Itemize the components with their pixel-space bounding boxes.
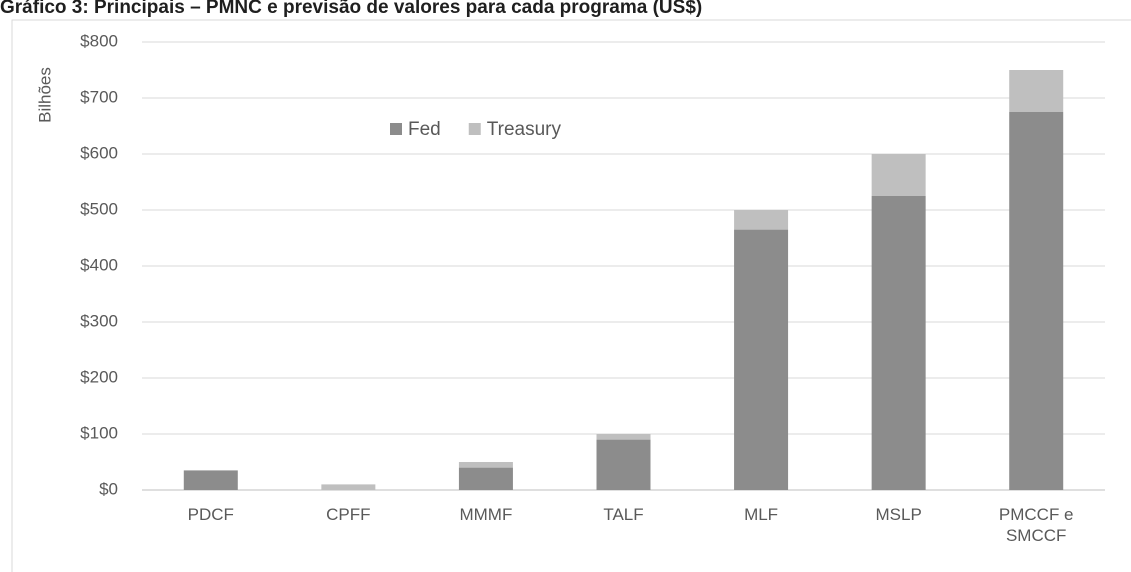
bar-segment xyxy=(871,154,926,196)
x-tick-label: CPFF xyxy=(326,505,371,524)
chart-title: Gráfico 3: Principais – PMNC e previsão … xyxy=(0,0,702,18)
y-axis-label: Bilhões xyxy=(35,67,54,123)
y-tick-label: $100 xyxy=(80,423,118,442)
legend-label: Fed xyxy=(408,119,441,140)
bar-segment xyxy=(458,462,513,468)
x-tick-label: MSLP xyxy=(875,505,922,524)
y-tick-label: $600 xyxy=(80,143,118,162)
y-tick-label: $800 xyxy=(80,31,118,50)
bar-segment xyxy=(734,210,789,230)
x-tick-label: MMMF xyxy=(459,505,513,524)
bar-segment xyxy=(596,439,651,490)
y-tick-label: $500 xyxy=(80,199,118,218)
bar-segment xyxy=(1009,112,1064,490)
chart-frame xyxy=(11,19,1131,572)
bar-segment xyxy=(458,467,513,490)
bar-segment xyxy=(1009,70,1064,112)
x-tick-label-box: CPFF xyxy=(326,505,371,524)
y-tick-label: $300 xyxy=(80,311,118,330)
x-tick-label-box: MLF xyxy=(744,505,779,524)
x-tick-label: PDCF xyxy=(187,505,234,524)
legend-swatch xyxy=(468,123,481,135)
x-tick-label-box: TALF xyxy=(603,505,644,524)
y-tick-label: $0 xyxy=(99,479,118,498)
x-tick-label: PMCCF e SMCCF xyxy=(998,505,1074,545)
legend-label: Treasury xyxy=(487,119,562,140)
x-tick-label-box: PMCCF e SMCCF xyxy=(998,505,1074,545)
bar-segment xyxy=(183,470,238,490)
y-tick-label: $700 xyxy=(80,87,118,106)
x-tick-label-box: MMMF xyxy=(459,505,513,524)
bar-segment xyxy=(734,229,789,490)
x-tick-label-box: PDCF xyxy=(187,505,234,524)
x-tick-label-box: MSLP xyxy=(875,505,922,524)
legend-swatch xyxy=(390,123,402,135)
bar-segment xyxy=(871,196,926,490)
y-tick-label: $200 xyxy=(80,367,118,386)
x-tick-label: TALF xyxy=(603,505,644,524)
bar-segment xyxy=(596,434,651,440)
bar-segment xyxy=(321,484,376,490)
x-tick-label: MLF xyxy=(744,505,779,524)
y-tick-label: $400 xyxy=(80,255,118,274)
